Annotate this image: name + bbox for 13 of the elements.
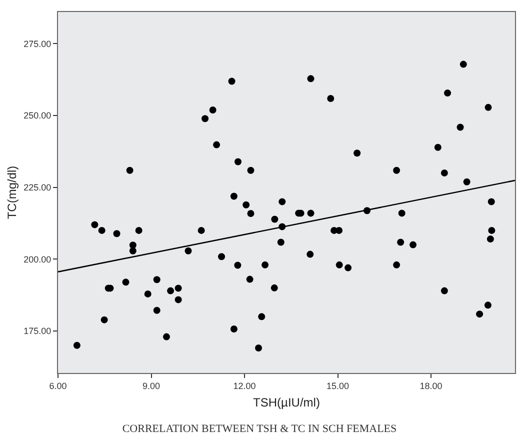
- y-tick-label: 200.00: [24, 254, 52, 264]
- x-axis-title: TSH(µIU/ml): [253, 396, 320, 410]
- y-tick-label: 175.00: [24, 326, 52, 336]
- y-tick-label: 250.00: [24, 110, 52, 121]
- text: CORRELATION BETWEEN TSH & TC IN SCH FEMALES: [122, 423, 397, 436]
- y-tick-label: 225.00: [24, 182, 52, 192]
- x-tick-label: 12.00: [233, 380, 256, 391]
- y-axis-title: TC(mg/dl): [4, 166, 19, 220]
- x-tick-label: 15.00: [326, 380, 350, 391]
- x-tick-label: 18.00: [420, 380, 442, 391]
- y-tick-label: 275.00: [24, 38, 52, 49]
- x-tick-label: 9.00: [142, 380, 160, 391]
- x-tick-label: 6.00: [49, 380, 67, 391]
